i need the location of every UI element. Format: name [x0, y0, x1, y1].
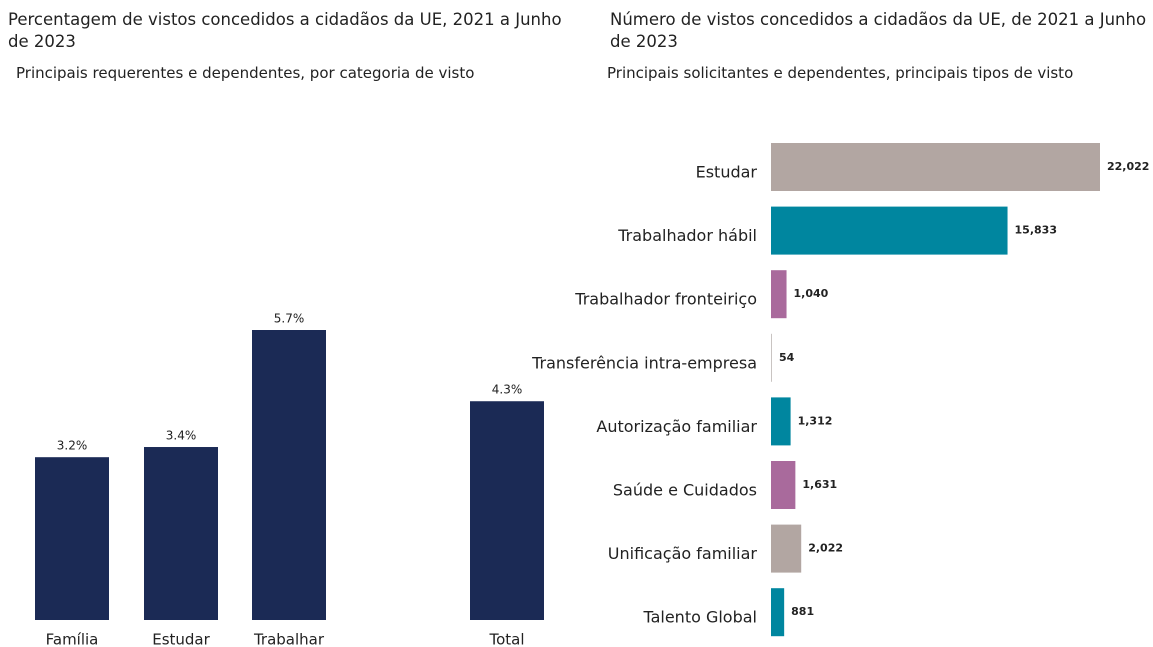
y-tick-label: Trabalhador hábil [617, 226, 757, 245]
chart-title: Percentagem de vistos concedidos a cidad… [8, 10, 562, 51]
chart-title: Número de vistos concedidos a cidadãos d… [610, 10, 1147, 51]
value-label: 3.2% [57, 439, 88, 453]
bar [771, 333, 772, 382]
y-tick-label: Estudar [696, 163, 758, 182]
value-label: 15,833 [1015, 224, 1057, 237]
value-label: 22,022 [1107, 160, 1149, 173]
bar [35, 457, 109, 620]
bar [252, 330, 326, 620]
value-label: 881 [791, 605, 814, 618]
value-label: 54 [779, 351, 795, 364]
y-tick-label: Talento Global [642, 608, 757, 627]
bar [771, 524, 802, 573]
bar [771, 588, 785, 637]
bar [771, 270, 787, 319]
x-tick-label: Total [488, 631, 524, 647]
bar [771, 461, 796, 509]
x-tick-label: Trabalhar [253, 631, 325, 647]
y-tick-label: Trabalhador fronteiriço [574, 290, 757, 309]
y-tick-label: Unificação familiar [608, 544, 758, 563]
value-label: 5.7% [274, 312, 305, 326]
value-label: 4.3% [492, 383, 523, 397]
value-label: 1,040 [794, 287, 829, 300]
x-tick-label: Estudar [152, 631, 210, 647]
bar [771, 397, 791, 446]
y-tick-label: Transferência intra-empresa [531, 353, 757, 372]
chart-subtitle: Principais requerentes e dependentes, po… [16, 64, 475, 82]
chart-subtitle: Principais solicitantes e dependentes, p… [607, 64, 1074, 82]
value-label: 1,631 [802, 478, 837, 491]
value-label: 1,312 [798, 414, 833, 427]
bar [144, 447, 218, 620]
value-label: 3.4% [166, 429, 197, 443]
bar [771, 143, 1100, 191]
y-tick-label: Autorização familiar [596, 417, 757, 436]
y-tick-label: Saúde e Cuidados [613, 481, 757, 500]
bar [470, 401, 544, 620]
value-label: 2,022 [808, 542, 843, 555]
bar [771, 206, 1008, 255]
x-tick-label: Família [46, 631, 99, 647]
